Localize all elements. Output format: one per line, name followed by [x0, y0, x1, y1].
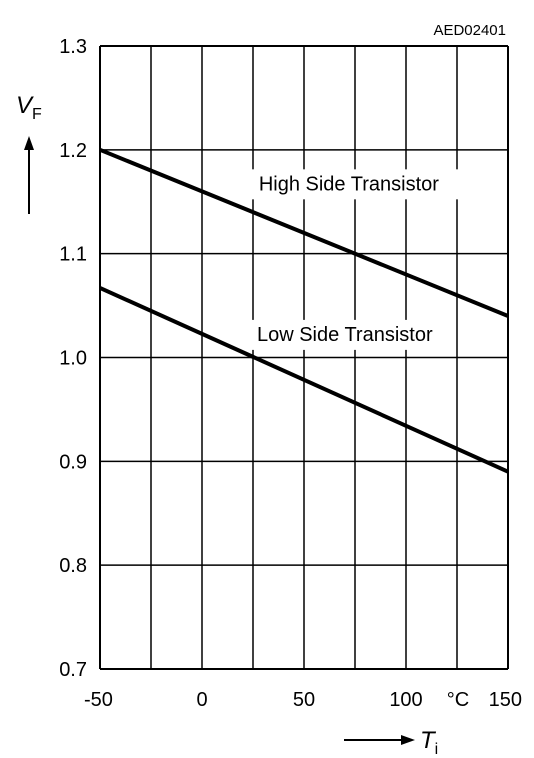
- x-axis-symbol-sub: i: [435, 741, 439, 758]
- y-tick-label-2: 0.9: [59, 451, 87, 473]
- tick-layer: 0.7 0.8 0.9 1.0 1.1 1.2 1.3 -50 0 50 100 150: [59, 36, 522, 711]
- annotation-background-0: [238, 169, 459, 200]
- x-axis-symbol-main: T: [420, 727, 437, 754]
- y-tick-label-4: 1.1: [59, 244, 87, 266]
- y-tick-label-0: 0.7: [59, 659, 87, 681]
- series-line-high: [99, 147, 509, 318]
- x-tick-label-1: 0: [196, 689, 207, 711]
- y-tick-label-6: 1.3: [59, 36, 87, 58]
- annotation-background-1: [234, 319, 455, 350]
- y-axis-symbol-main: V: [16, 92, 34, 119]
- series-line-low: [99, 286, 509, 474]
- x-axis-unit: °C: [447, 689, 469, 711]
- x-tick-label-0: -50: [84, 689, 113, 711]
- x-tick-label-4: 150: [489, 689, 522, 711]
- series-annotation-1: Low Side Transistor: [257, 324, 433, 346]
- y-axis-label: VF: [16, 92, 42, 214]
- y-tick-label-1: 0.8: [59, 555, 87, 577]
- y-axis-symbol-sub: F: [32, 106, 42, 123]
- x-tick-label-2: 50: [293, 689, 315, 711]
- y-tick-label-5: 1.2: [59, 140, 87, 162]
- x-tick-label-3: 100: [389, 689, 422, 711]
- series-annotation-0: High Side Transistor: [259, 173, 439, 195]
- series-layer: [99, 147, 509, 474]
- x-axis-label: Ti: [344, 727, 438, 758]
- x-axis-arrow-head: [401, 735, 415, 745]
- y-axis-symbol: VF: [16, 92, 42, 123]
- annotation-layer: High Side Transistor Low Side Transistor: [234, 169, 459, 350]
- y-axis-arrow-head: [24, 136, 34, 150]
- grid-layer: [99, 45, 509, 670]
- y-tick-label-3: 1.0: [59, 348, 87, 370]
- figure-code: AED02401: [433, 22, 506, 39]
- x-axis-symbol: Ti: [420, 727, 438, 758]
